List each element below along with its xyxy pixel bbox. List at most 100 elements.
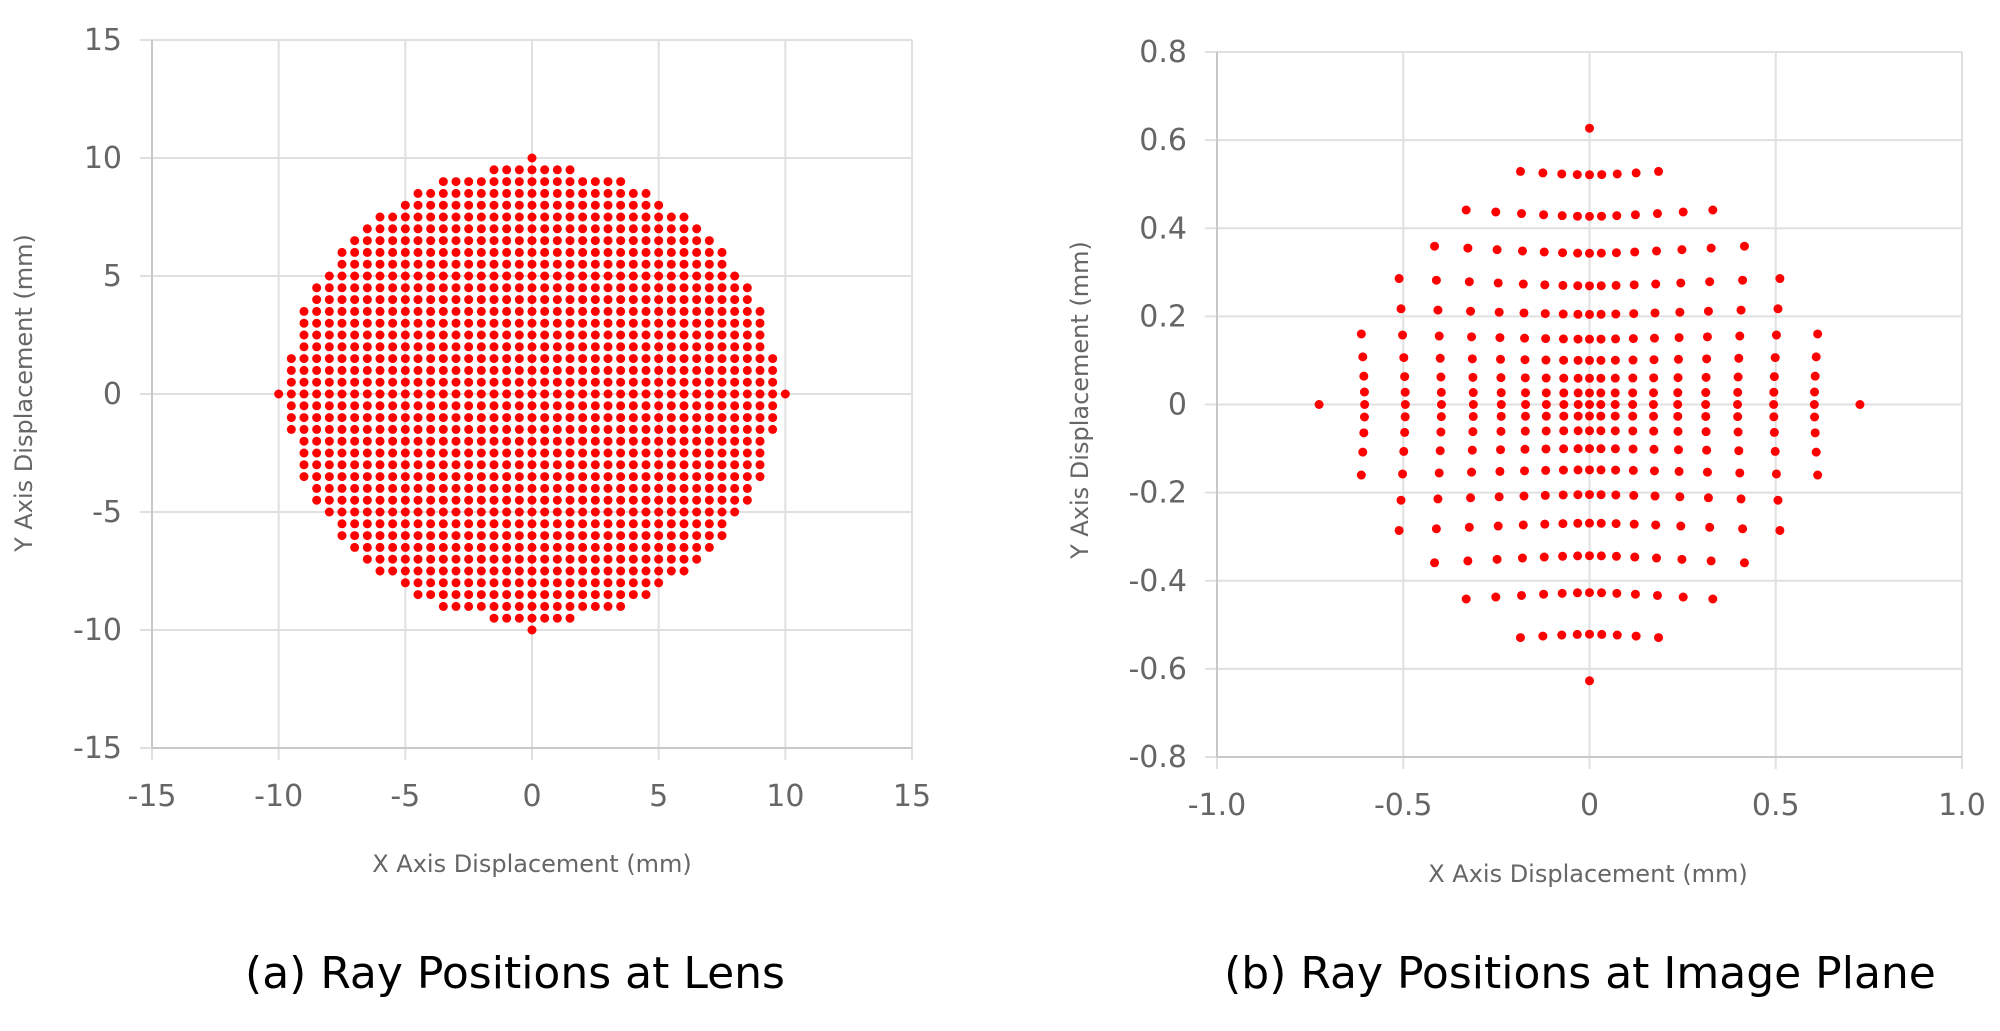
scatter-point <box>679 554 689 564</box>
scatter-point <box>628 200 638 210</box>
scatter-point <box>1559 444 1569 454</box>
scatter-point <box>527 247 537 257</box>
scatter-point <box>704 542 714 552</box>
scatter-point <box>742 448 752 458</box>
scatter-point <box>1629 490 1639 500</box>
scatter-point <box>666 271 676 281</box>
scatter-point <box>578 342 588 352</box>
scatter-point <box>1585 211 1594 221</box>
scatter-point <box>628 389 638 399</box>
scatter-point <box>476 330 486 340</box>
scatter-point <box>375 436 385 446</box>
scatter-point <box>375 212 385 222</box>
scatter-point <box>1467 354 1477 364</box>
scatter-point <box>362 377 372 387</box>
scatter-point <box>704 495 714 505</box>
scatter-point <box>628 472 638 482</box>
scatter-point <box>742 413 752 423</box>
scatter-point <box>375 460 385 470</box>
scatter-point <box>527 507 537 517</box>
scatter-point <box>1463 556 1473 566</box>
scatter-point <box>755 436 765 446</box>
scatter-point <box>1434 331 1444 341</box>
scatter-point <box>464 306 474 316</box>
scatter-point <box>540 448 550 458</box>
scatter-point <box>641 424 651 434</box>
scatter-point <box>1518 520 1528 530</box>
scatter-point <box>1431 275 1441 285</box>
scatter-point <box>666 436 676 446</box>
scatter-point <box>717 283 727 293</box>
scatter-point <box>1356 329 1366 339</box>
scatter-point <box>413 200 423 210</box>
scatter-point <box>426 578 436 588</box>
scatter-point <box>502 590 512 600</box>
scatter-point <box>489 259 499 269</box>
scatter-point <box>1430 241 1440 251</box>
scatter-point <box>692 460 702 470</box>
scatter-point <box>692 377 702 387</box>
scatter-point <box>1585 518 1594 528</box>
scatter-point <box>362 271 372 281</box>
scatter-point <box>755 460 765 470</box>
scatter-point <box>603 295 613 305</box>
scatter-point <box>666 306 676 316</box>
scatter-point <box>742 342 752 352</box>
scatter-point <box>375 495 385 505</box>
scatter-point <box>616 188 626 198</box>
scatter-point <box>451 590 461 600</box>
scatter-point <box>755 306 765 316</box>
scatter-point <box>514 236 524 246</box>
scatter-point <box>426 212 436 222</box>
scatter-point <box>324 271 334 281</box>
scatter-point <box>704 424 714 434</box>
scatter-point <box>413 554 423 564</box>
scatter-point <box>590 342 600 352</box>
scatter-point <box>1559 373 1569 383</box>
scatter-point <box>704 401 714 411</box>
scatter-point <box>502 519 512 529</box>
scatter-point <box>476 247 486 257</box>
scatter-point <box>628 590 638 600</box>
scatter-point <box>375 448 385 458</box>
scatter-point <box>426 531 436 541</box>
scatter-point <box>489 306 499 316</box>
scatter-point <box>451 389 461 399</box>
scatter-point <box>375 365 385 375</box>
scatter-point <box>1573 309 1583 319</box>
scatter-point <box>312 354 322 364</box>
scatter-point <box>565 236 575 246</box>
scatter-point <box>464 601 474 611</box>
scatter-point <box>400 200 410 210</box>
scatter-point <box>438 413 448 423</box>
scatter-point <box>1651 520 1661 530</box>
scatter-point <box>426 377 436 387</box>
scatter-point <box>388 389 398 399</box>
scatter-point <box>451 306 461 316</box>
scatter-point <box>451 283 461 293</box>
scatter-point <box>350 413 360 423</box>
scatter-point <box>1573 411 1583 421</box>
scatter-point <box>1611 248 1621 258</box>
scatter-point <box>755 365 765 375</box>
scatter-point <box>299 460 309 470</box>
scatter-point <box>1652 209 1662 219</box>
scatter-point <box>1573 426 1583 436</box>
scatter-point <box>578 247 588 257</box>
scatter-point <box>388 507 398 517</box>
scatter-point <box>666 236 676 246</box>
scatter-point <box>628 424 638 434</box>
scatter-point <box>451 566 461 576</box>
scatter-point <box>1736 494 1746 504</box>
scatter-point <box>413 424 423 434</box>
scatter-point <box>590 448 600 458</box>
scatter-point <box>502 342 512 352</box>
scatter-point <box>616 318 626 328</box>
scatter-point <box>400 424 410 434</box>
scatter-point <box>1519 308 1529 318</box>
scatter-point <box>590 601 600 611</box>
scatter-point <box>527 259 537 269</box>
scatter-point <box>527 153 537 163</box>
scatter-point <box>717 519 727 529</box>
scatter-point <box>742 495 752 505</box>
